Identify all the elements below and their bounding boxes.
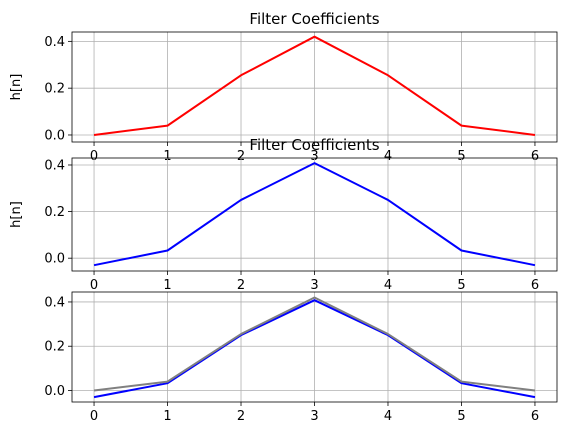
subplot-2: 0 1 2 3 4 5 6 0.0 0.2 0.4 Filter Coefficients h[n] [9,136,558,293]
y-tick-label: 0.2 [44,340,65,355]
y-axis-label: h[n] [9,74,24,101]
x-tick-label: 3 [310,409,318,424]
subplot-1: 0 1 2 3 4 5 6 0.0 0.2 0.4 Filter Coefficients h[n] [9,10,558,164]
y-axis-label: h[n] [9,201,24,228]
series-line-1 [93,299,536,399]
series-line-1 [93,35,536,136]
x-tick-label: 4 [384,409,392,424]
series-line-1 [93,162,536,267]
y-tick-label: 0.4 [44,35,65,50]
chart-title: Filter Coefficients [249,10,379,28]
x-tick-label: 6 [531,278,539,293]
x-tick-label: 0 [90,278,98,293]
x-tick-label: 5 [457,278,465,293]
x-tick-label: 6 [531,409,539,424]
y-tick-label: 0.4 [44,158,65,173]
series-line-2 [93,296,536,392]
chart-title: Filter Coefficients [249,136,379,154]
x-tick-label: 1 [163,409,171,424]
x-tick-label: 5 [457,409,465,424]
x-tick-label: 6 [531,149,539,164]
x-tick-label: 1 [163,278,171,293]
y-tick-label: 0.2 [44,82,65,97]
x-tick-label: 4 [384,278,392,293]
x-tick-label: 0 [90,149,98,164]
y-tick-label: 0.2 [44,205,65,220]
x-tick-label: 2 [237,278,245,293]
y-tick-label: 0.0 [44,252,65,267]
y-tick-label: 0.0 [44,384,65,399]
y-tick-label: 0.4 [44,295,65,310]
y-tick-label: 0.0 [44,128,65,143]
subplot-3: 0 1 2 3 4 5 6 0.0 0.2 0.4 [44,291,558,424]
x-tick-label: 5 [457,149,465,164]
x-tick-label: 1 [163,149,171,164]
x-tick-label: 2 [237,409,245,424]
x-tick-label: 3 [310,149,318,164]
x-tick-label: 2 [237,149,245,164]
x-tick-label: 4 [384,149,392,164]
x-tick-label: 0 [90,409,98,424]
x-tick-label: 3 [310,278,318,293]
